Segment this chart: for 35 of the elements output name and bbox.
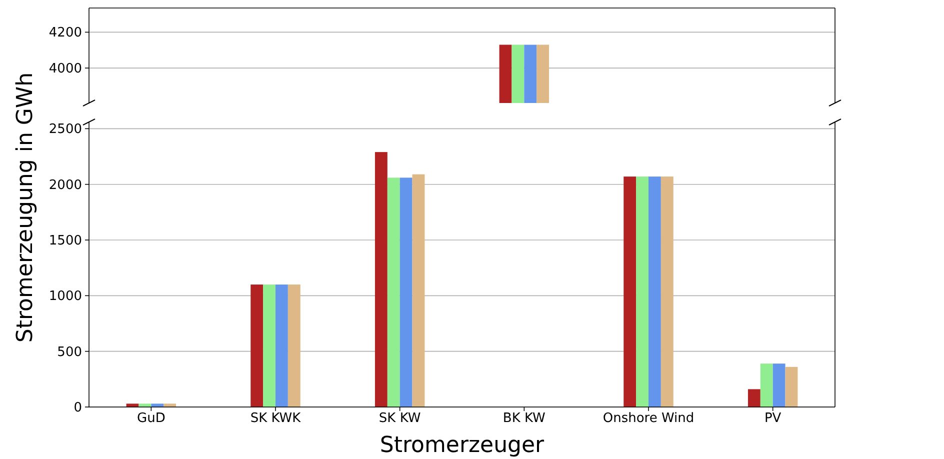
y-tick-label: 500	[57, 344, 82, 360]
y-tick-label: 1500	[48, 234, 82, 249]
y-tick-label: 2500	[48, 122, 82, 138]
bar	[151, 404, 164, 407]
x-tick-label: BK KW	[502, 411, 546, 426]
x-tick-label: SK KW	[378, 411, 421, 426]
y-tick-label: 4000	[48, 62, 82, 77]
y-tick-label: 4200	[48, 26, 82, 41]
bar	[263, 284, 276, 407]
x-tick-label: GuD	[137, 411, 166, 426]
bar	[276, 284, 288, 407]
bar	[760, 364, 773, 407]
bar	[412, 174, 425, 407]
x-tick-label: Onshore Wind	[602, 411, 694, 426]
x-tick-label: SK KWK	[250, 411, 302, 426]
y-tick-label: 0	[74, 400, 82, 416]
bar	[250, 284, 264, 407]
bar	[288, 284, 300, 407]
bar	[785, 366, 798, 407]
x-axis-title: Stromerzeuger	[380, 433, 546, 458]
y-axis-title: Stromerzeugung in GWh	[13, 72, 38, 343]
bar	[387, 178, 400, 407]
bar	[400, 178, 412, 407]
x-tick-label: PV	[764, 411, 782, 426]
bar	[636, 176, 648, 407]
bar	[660, 176, 674, 407]
y-tick-label: 1000	[48, 289, 82, 304]
bar	[648, 176, 661, 407]
bar	[374, 152, 388, 407]
bar	[748, 389, 760, 407]
bar	[624, 176, 636, 407]
y-tick-label: 2000	[48, 178, 82, 193]
bar	[138, 404, 152, 407]
bar	[164, 404, 176, 407]
bar	[772, 364, 786, 407]
